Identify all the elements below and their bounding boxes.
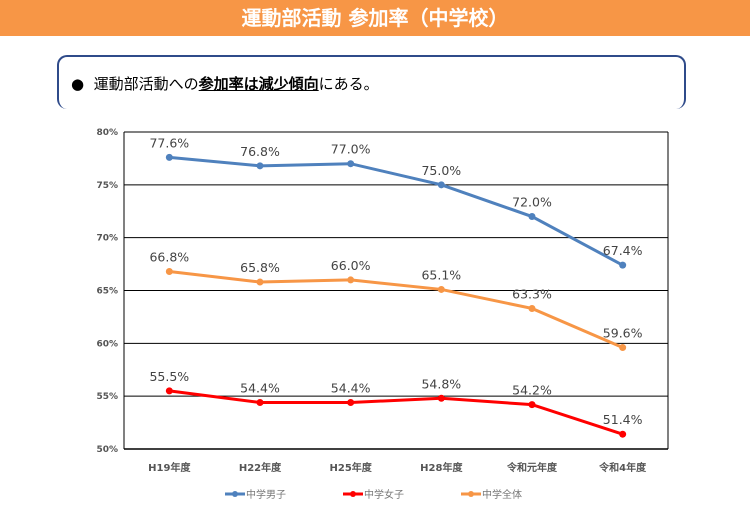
x-tick-label: H22年度 — [239, 461, 282, 474]
data-point — [528, 401, 536, 409]
data-point — [256, 399, 264, 407]
x-tick-label: H25年度 — [330, 461, 373, 474]
data-point — [437, 394, 445, 402]
data-point — [528, 213, 536, 221]
data-point — [437, 181, 445, 189]
y-tick-label: 65% — [96, 287, 118, 297]
x-tick-label: 令和4年度 — [598, 461, 647, 474]
data-label: 76.8% — [240, 144, 280, 159]
series-line — [169, 389, 624, 436]
data-point — [619, 261, 627, 269]
y-tick-label: 50% — [96, 445, 118, 455]
y-tick-label: 60% — [96, 339, 118, 349]
data-point — [528, 304, 536, 312]
page-title: 運動部活動 参加率（中学校） — [0, 0, 750, 36]
data-label: 54.4% — [331, 381, 371, 396]
y-tick-label: 55% — [96, 392, 118, 402]
y-tick-label: 70% — [96, 234, 118, 244]
data-point — [619, 344, 627, 352]
data-label: 77.0% — [331, 142, 371, 157]
x-tick-label: H28年度 — [420, 461, 463, 474]
data-label: 65.1% — [421, 267, 461, 282]
data-label: 66.0% — [331, 258, 371, 273]
data-point — [347, 160, 355, 168]
data-point — [165, 153, 173, 161]
data-point — [256, 162, 264, 170]
y-tick-label: 75% — [96, 181, 118, 191]
y-tick-label: 80% — [96, 128, 118, 138]
data-point — [437, 285, 445, 293]
legend-label: 中学男子 — [246, 488, 286, 501]
data-label: 54.8% — [421, 376, 461, 391]
data-point — [165, 387, 173, 395]
summary-box: ● 運動部活動への参加率は減少傾向にある。 — [57, 55, 686, 109]
data-label: 54.4% — [240, 381, 280, 396]
summary-prefix: 運動部活動への — [93, 75, 199, 93]
data-label: 59.6% — [603, 326, 643, 341]
legend-marker — [232, 491, 238, 497]
data-label: 65.8% — [240, 260, 280, 275]
x-tick-label: H19年度 — [148, 461, 191, 474]
series-line — [169, 155, 624, 267]
data-label: 63.3% — [512, 286, 552, 301]
summary-text: ● 運動部活動への参加率は減少傾向にある。 — [71, 73, 379, 94]
data-point — [256, 278, 264, 286]
legend-label: 中学全体 — [482, 488, 522, 501]
data-label: 67.4% — [603, 243, 643, 258]
data-label: 51.4% — [603, 412, 643, 427]
data-point — [619, 430, 627, 438]
data-label: 66.8% — [149, 249, 189, 264]
data-label: 77.6% — [149, 135, 189, 150]
data-label: 55.5% — [149, 369, 189, 384]
data-label: 75.0% — [421, 163, 461, 178]
series-line — [169, 269, 624, 349]
bullet-icon: ● — [71, 75, 85, 93]
summary-suffix: にある。 — [318, 75, 379, 93]
data-point — [347, 399, 355, 407]
data-point — [347, 276, 355, 284]
data-label: 72.0% — [512, 195, 552, 210]
legend-marker — [468, 491, 474, 497]
summary-emphasis: 参加率は減少傾向 — [198, 75, 319, 93]
x-tick-label: 令和元年度 — [506, 461, 558, 474]
data-label: 54.2% — [512, 383, 552, 398]
legend-label: 中学女子 — [364, 488, 404, 501]
legend-marker — [350, 491, 356, 497]
data-point — [165, 267, 173, 275]
